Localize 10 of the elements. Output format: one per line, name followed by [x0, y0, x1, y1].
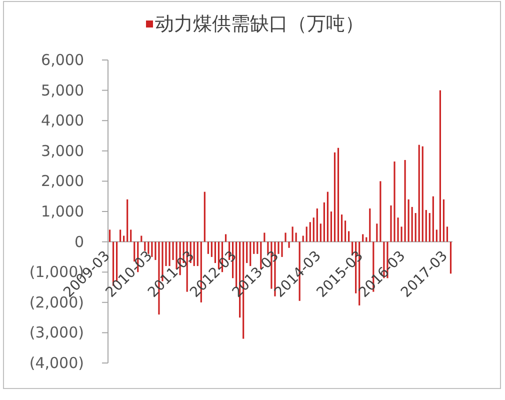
y-tick-label: 0 [74, 232, 84, 251]
y-tick-label: 6,000 [41, 51, 84, 69]
y-tick-label: 4,000 [41, 112, 84, 130]
y-tick-label: 3,000 [41, 142, 84, 160]
y-tick-label: (3,000) [29, 324, 84, 342]
y-tick-label: 2,000 [41, 172, 84, 190]
legend-label: 动力煤供需缺口（万吨） [155, 13, 364, 35]
y-tick-label: (4,000) [29, 354, 84, 372]
y-tick-label: 5,000 [41, 81, 84, 100]
y-tick-label: 1,000 [41, 202, 84, 220]
